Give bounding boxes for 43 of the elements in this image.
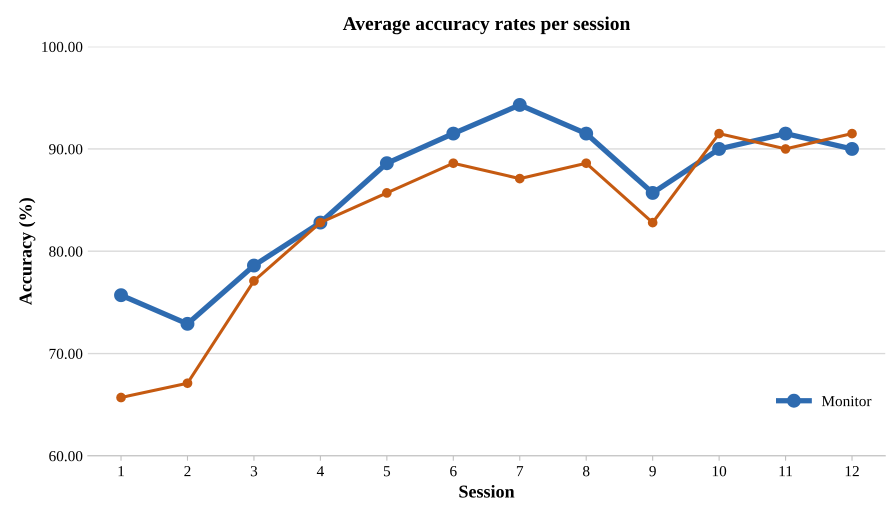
point <box>780 144 790 154</box>
point <box>249 276 259 286</box>
point <box>380 156 394 170</box>
x-tick-label: 11 <box>780 466 792 476</box>
point <box>514 174 525 184</box>
point <box>114 288 128 302</box>
point <box>116 392 126 402</box>
chart-title: Average accuracy rates per session <box>342 16 630 34</box>
point <box>714 128 724 138</box>
point <box>579 126 594 141</box>
point <box>512 98 527 112</box>
point <box>448 158 458 168</box>
point <box>446 126 460 141</box>
point <box>182 378 192 388</box>
x-tick-label: 7 <box>516 466 524 476</box>
y-tick-label: 60.00 <box>49 450 82 462</box>
point <box>712 142 726 156</box>
x-tick-label: 3 <box>250 466 258 476</box>
legend-label: Monitor <box>822 396 872 406</box>
point <box>646 186 660 200</box>
x-tick-label: 12 <box>846 466 859 476</box>
x-tick-label: 10 <box>712 466 726 476</box>
point <box>382 188 392 198</box>
point <box>648 218 658 228</box>
y-tick-label: 80.00 <box>49 246 82 257</box>
x-tick-label: 6 <box>450 466 457 476</box>
point <box>847 128 857 138</box>
point <box>778 126 793 141</box>
y-axis-title: Accuracy (%) <box>18 198 36 305</box>
y-tick-label: 100.00 <box>42 42 82 52</box>
point <box>845 142 859 156</box>
point <box>180 316 194 331</box>
x-tick-label: 9 <box>649 466 656 476</box>
x-tick-label: 1 <box>118 466 124 476</box>
x-tick-label: 2 <box>184 466 190 476</box>
x-tick-label: 5 <box>384 466 390 476</box>
y-tick-label: 70.00 <box>50 348 82 360</box>
point <box>581 158 592 168</box>
point <box>246 258 261 272</box>
x-tick-label: 4 <box>316 466 324 476</box>
y-tick-label: 90.00 <box>49 144 82 154</box>
x-axis-title: Session <box>459 484 514 498</box>
x-tick-label: 8 <box>582 466 590 476</box>
